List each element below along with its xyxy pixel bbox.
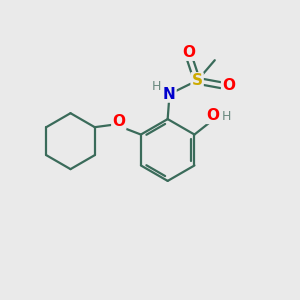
Text: O: O [112, 114, 125, 129]
Text: H: H [152, 80, 161, 93]
Text: O: O [182, 45, 195, 60]
Text: H: H [222, 110, 232, 123]
Text: N: N [163, 87, 175, 102]
Text: S: S [192, 73, 203, 88]
Text: O: O [222, 78, 235, 93]
Text: O: O [206, 108, 220, 123]
